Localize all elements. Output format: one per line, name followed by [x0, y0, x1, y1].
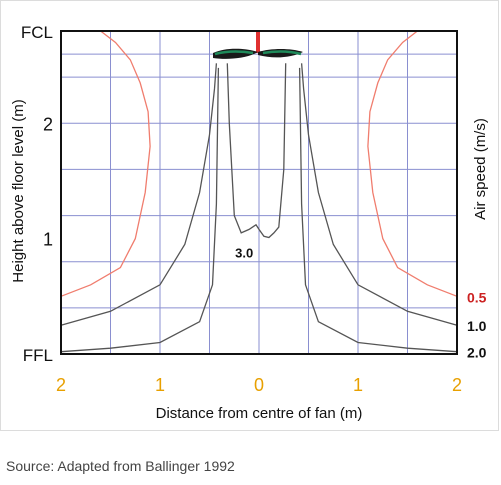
y-axis-ticks: FFL 1 2 FCL	[21, 23, 53, 365]
series-layer	[60, 30, 458, 353]
annotation-label: 3.0	[235, 245, 253, 260]
series-label-0.5: 0.5	[467, 289, 487, 305]
fan-rod	[256, 31, 260, 53]
series-line-2.0-left	[60, 67, 220, 353]
series-line-1.0-right	[300, 63, 458, 326]
y-tick-label: FCL	[21, 23, 53, 42]
series-line-1.0-left	[60, 63, 218, 326]
y-tick-label: 1	[43, 230, 53, 250]
fan-blade-highlight-right	[262, 50, 302, 56]
series-line-0.5-left	[60, 30, 151, 297]
fan-blade-highlight-left	[214, 50, 254, 56]
annotations: 3.0	[235, 245, 253, 260]
series-label-1.0: 1.0	[467, 318, 487, 334]
y-tick-label: 2	[43, 114, 53, 134]
series-line-0.5-right	[367, 30, 458, 297]
legend-labels: 0.5 1.0 2.0	[467, 289, 487, 360]
ceiling-fan-icon	[213, 31, 303, 59]
series-line-2.0-right	[298, 67, 458, 353]
x-axis-ticks: 2 1 0 1 2	[56, 375, 462, 395]
x-tick-label: 1	[155, 375, 165, 395]
plot-border	[60, 30, 458, 355]
figure-frame: 2 1 0 1 2 FFL 1 2 FCL 0.5 1.0 2.0 3.0 Distance fr…	[0, 0, 499, 431]
x-tick-label: 1	[353, 375, 363, 395]
series-label-2.0: 2.0	[467, 345, 487, 361]
x-axis-label: Distance from centre of fan (m)	[156, 405, 363, 422]
airflow-chart: 2 1 0 1 2 FFL 1 2 FCL 0.5 1.0 2.0 3.0 Distance fr…	[10, 23, 489, 422]
source-caption: Source: Adapted from Ballinger 1992	[6, 458, 235, 474]
secondary-axis-label: Air speed (m/s)	[472, 118, 489, 220]
x-tick-label: 2	[452, 375, 462, 395]
y-tick-label: FFL	[23, 346, 53, 365]
x-tick-label: 2	[56, 375, 66, 395]
y-axis-label: Height above floor level (m)	[10, 99, 27, 282]
x-tick-label: 0	[254, 375, 264, 395]
series-line-3.0-left	[226, 63, 287, 239]
